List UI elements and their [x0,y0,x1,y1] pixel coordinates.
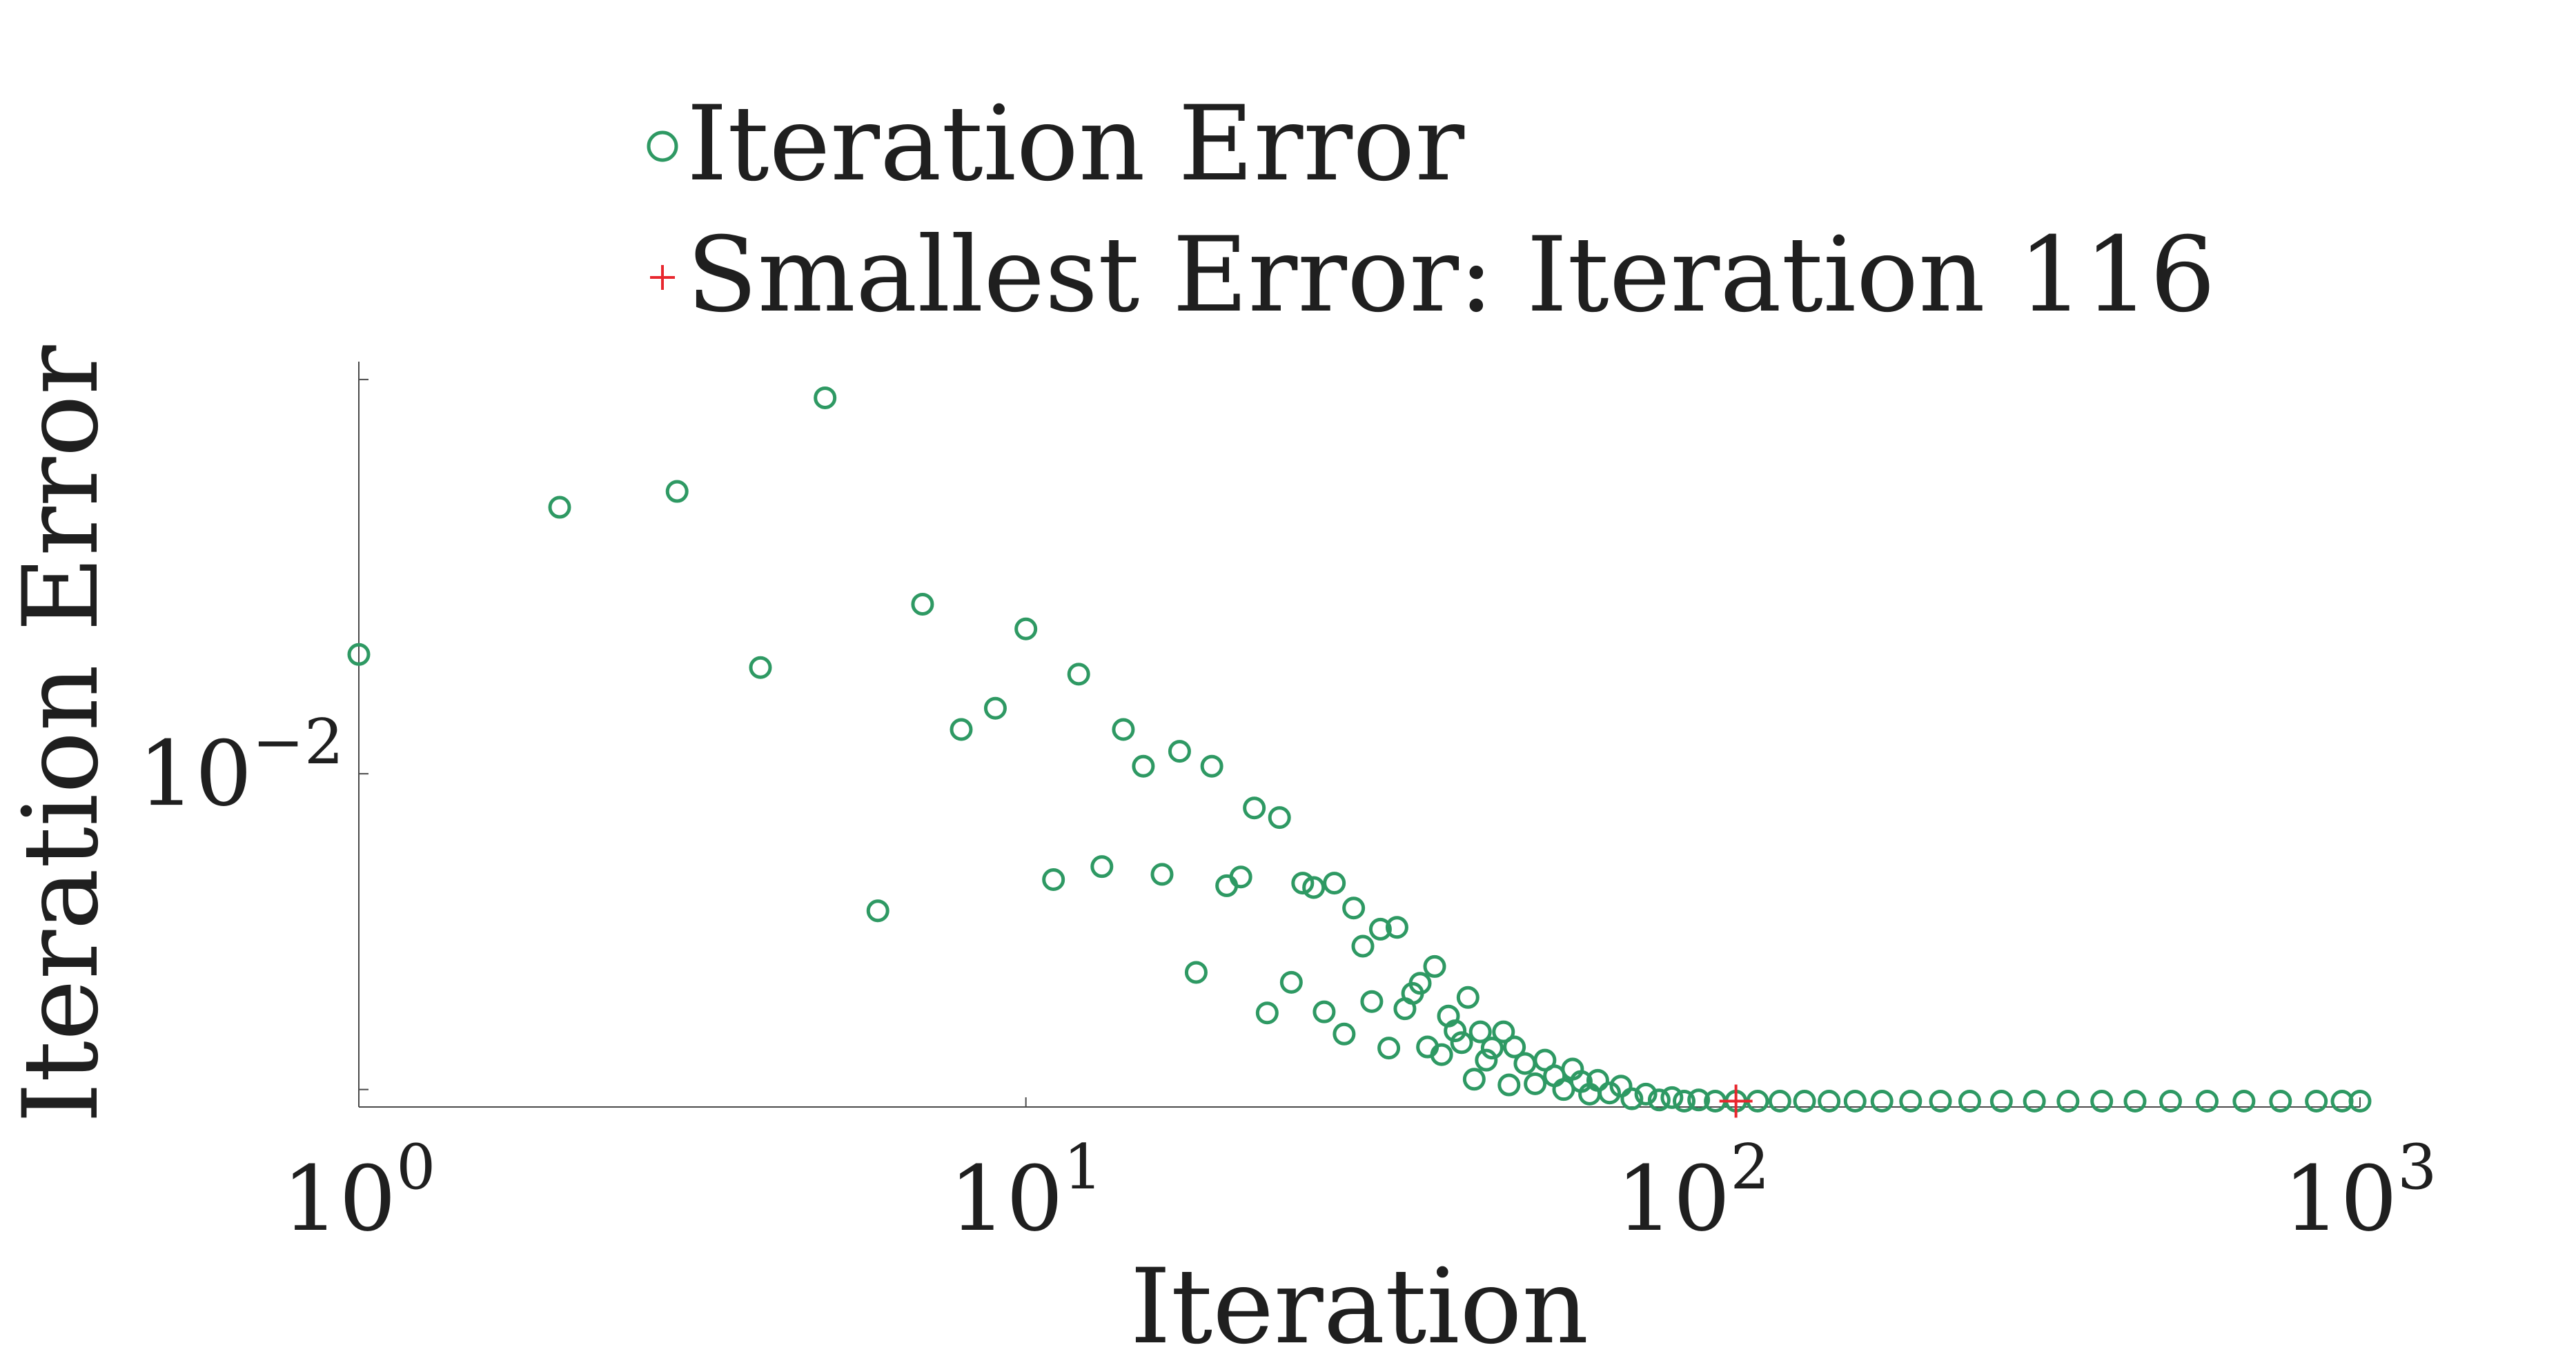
data-point [1342,896,1366,920]
data-point [2056,1089,2080,1113]
data-point [1090,855,1114,879]
data-point [1660,1086,1684,1109]
data-point [2348,1089,2372,1113]
data-point [1184,961,1208,984]
data-point [983,696,1007,720]
data-point [1450,1031,1473,1055]
data-point [2232,1089,2256,1113]
data-point [1620,1087,1644,1110]
data-point [1929,1089,1952,1113]
data-point [1497,1073,1521,1097]
data-point [1503,1035,1526,1059]
data-point [1268,806,1291,830]
y-ticks: 10−2 [138,378,368,1090]
data-point [814,386,837,409]
legend-label: Iteration Error [687,84,1464,204]
data-point [1312,1000,1336,1023]
legend-item: Iteration Error [647,84,1464,204]
data-point [1423,954,1446,978]
data-point [1014,617,1038,640]
data-point [1958,1089,1981,1113]
data-point [1360,990,1384,1013]
data-point [2305,1089,2328,1113]
plot-axes [358,362,2360,1108]
data-point [1150,863,1174,886]
data-point [1462,1068,1486,1091]
data-point [911,592,934,616]
data-point [1067,663,1090,686]
x-axis-label: Iteration [1130,1247,1589,1367]
x-tick-label: 103 [2283,1131,2437,1251]
data-point [1843,1089,1867,1113]
data-point [2123,1089,2147,1113]
data-point [347,643,371,666]
data-point [1279,970,1303,994]
data-point [2195,1089,2219,1113]
data-point [1430,1043,1453,1066]
data-point [1112,718,1135,741]
data-point [1200,754,1223,778]
data-point [1793,1089,1816,1113]
data-point [1291,872,1315,895]
x-ticks: 100 101 102 103 [282,1097,2437,1251]
data-point [1351,934,1375,958]
data-point [1255,1001,1279,1025]
data-point [1132,754,1155,778]
data-point [1768,1089,1791,1113]
data-point [1408,972,1432,995]
series-plus [1719,1084,1753,1118]
x-tick-label: 100 [282,1131,436,1251]
data-point [1302,876,1326,899]
data-point [1243,796,1266,820]
data-point [1899,1089,1923,1113]
data-point [1229,865,1252,889]
x-tick-label: 102 [1616,1131,1770,1251]
data-point [1377,1037,1401,1060]
data-point [2269,1089,2292,1113]
data-point [1673,1089,1696,1113]
data-point [1818,1089,1841,1113]
data-point [1687,1088,1711,1112]
data-point [1989,1089,2013,1113]
data-point [1042,868,1065,892]
data-point [1634,1082,1658,1106]
data-point [1385,916,1408,939]
data-point [1215,874,1239,897]
y-tick-label: 10−2 [138,706,344,826]
data-point [2159,1089,2182,1113]
data-point [1475,1048,1498,1072]
data-point [1368,917,1392,941]
x-tick-label: 101 [949,1131,1103,1251]
y-axis-label: Iteration Error [1,345,121,1123]
data-point [1586,1068,1609,1092]
legend-circle-icon [647,130,678,162]
legend-item: Smallest Error: Iteration 116 [650,215,2216,335]
data-point [2023,1089,2046,1113]
data-point [1444,1019,1467,1043]
data-point [1647,1088,1671,1112]
series-layer [347,386,2372,1118]
data-point [1468,1020,1492,1043]
data-point [548,496,571,519]
data-point [1524,1072,1547,1095]
data-point [2090,1089,2114,1113]
data-point [1492,1020,1515,1043]
data-point [665,480,689,503]
data-point [1480,1037,1504,1060]
data-point [1168,740,1191,763]
data-point [1598,1081,1622,1105]
data-point [950,718,973,741]
data-point [1333,1022,1356,1046]
data-point [1456,986,1479,1009]
data-point [749,656,772,679]
data-point [1323,872,1346,895]
data-point [1870,1089,1894,1113]
series-circle [347,386,2372,1113]
min-error-marker [1719,1084,1753,1118]
data-point [866,899,889,923]
legend-label: Smallest Error: Iteration 116 [687,215,2216,335]
data-point [1513,1052,1537,1075]
